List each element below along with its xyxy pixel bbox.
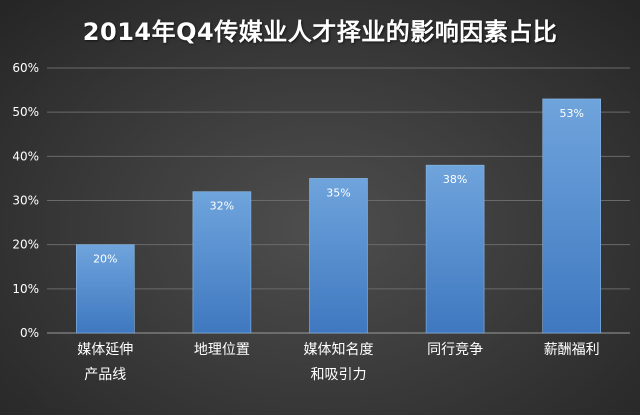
x-tick-label: 地理位置	[194, 342, 250, 358]
x-tick-label: 媒体知名度	[304, 341, 374, 358]
bar	[542, 98, 602, 334]
bars	[76, 98, 602, 334]
bar	[309, 178, 368, 334]
bar	[192, 191, 252, 334]
x-tick-label: 同行竞争	[427, 341, 483, 358]
y-tick-label: 0%	[20, 326, 39, 340]
x-tick-label: 产品线	[84, 367, 126, 383]
x-tick-label: 和吸引力	[311, 367, 367, 383]
data-label: 20%	[93, 253, 117, 266]
data-label: 32%	[210, 200, 234, 213]
y-tick-label: 40%	[12, 149, 39, 163]
chart-title: 2014年Q4传媒业人才择业的影响因素占比	[82, 18, 558, 46]
y-tick-label: 30%	[12, 194, 39, 208]
bar	[425, 164, 485, 334]
y-tick-label: 50%	[12, 105, 39, 119]
data-label: 38%	[443, 173, 467, 186]
y-tick-label: 20%	[12, 238, 39, 252]
x-tick-label: 媒体延伸	[77, 342, 133, 358]
bar	[76, 244, 135, 334]
data-label: 53%	[559, 107, 583, 120]
x-tick-label: 薪酬福利	[544, 342, 600, 358]
y-tick-label: 10%	[12, 282, 39, 296]
data-label: 35%	[326, 186, 350, 199]
y-tick-label: 60%	[12, 61, 39, 75]
